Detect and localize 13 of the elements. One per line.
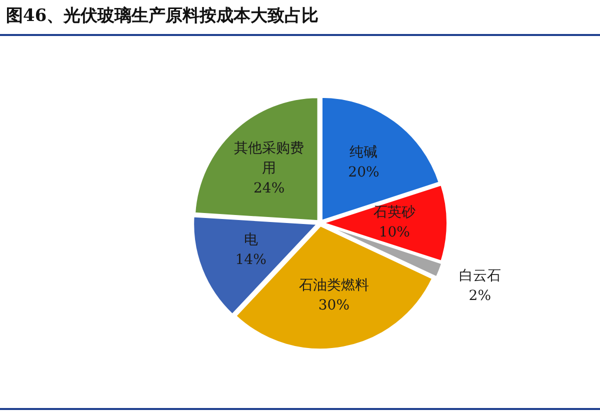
data-label: 30% [318, 298, 350, 314]
slice-label: 电 [244, 232, 258, 248]
data-label: 20% [348, 164, 380, 180]
data-label: 14% [235, 252, 266, 268]
data-label: 10% [378, 224, 410, 241]
data-label: 2% [468, 288, 492, 304]
data-label: 24% [254, 180, 285, 196]
slice-label: 白云石 [458, 268, 501, 284]
slice-label: 石英砂 [373, 204, 416, 221]
slice-label: 纯碱 [350, 144, 378, 160]
chart-title: 图46、光伏玻璃生产原料按成本大致占比 [6, 5, 319, 27]
slice-label: 石油类燃料 [298, 278, 369, 294]
slice-label: 其他采购费用 [234, 140, 304, 176]
